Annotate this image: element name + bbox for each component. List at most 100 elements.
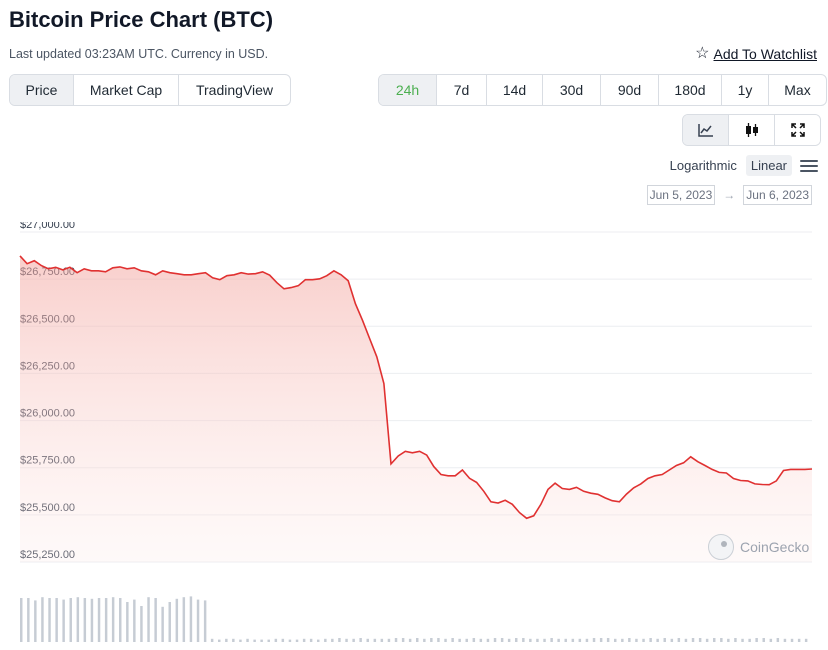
scale-selector: Logarithmic Linear [665,155,818,176]
volume-bar [119,598,122,642]
range-180d[interactable]: 180d [659,75,722,105]
volume-bar [218,639,221,642]
date-from-input[interactable]: Jun 5, 2023 [646,185,716,205]
volume-bar [401,638,405,642]
volume-bar [147,597,150,642]
fullscreen-icon[interactable] [775,115,820,145]
volume-bar [387,638,391,642]
volume-bar [430,638,433,642]
range-90d[interactable]: 90d [601,75,659,105]
volume-bar [69,598,72,642]
date-to-input[interactable]: Jun 6, 2023 [743,185,812,205]
volume-bar [154,598,157,642]
volume-bar [451,638,454,642]
volume-bar [564,638,567,642]
volume-bar [317,639,320,642]
volume-bar [713,638,716,642]
volume-bar [486,638,490,642]
volume-bar [168,602,171,642]
volume-bar [338,638,341,642]
y-tick-label: $27,000.00 [20,222,75,231]
volume-bar [239,639,242,642]
volume-bar [175,598,179,642]
volume-bar [366,638,369,642]
volume-bar [394,638,398,642]
range-7d[interactable]: 7d [437,75,487,105]
volume-bar [48,598,51,642]
price-chart[interactable]: $27,000.00$26,750.00$26,500.00$26,250.00… [0,222,828,650]
coingecko-logo-icon [708,534,734,560]
volume-bar [140,606,143,642]
time-range-tabs: 24h 7d 14d 30d 90d 180d 1y Max [378,74,827,106]
volume-bar [776,638,780,642]
candlestick-icon[interactable] [729,115,775,145]
volume-bar [557,638,560,642]
volume-bar [741,638,744,642]
volume-bar [210,638,214,642]
volume-bar [663,638,666,642]
volume-bar [649,638,652,642]
volume-bar [684,638,688,642]
brand-name: CoinGecko [740,539,810,555]
volume-bar [592,638,596,642]
volume-bar [691,638,695,642]
volume-bar [126,602,129,642]
volume-bar [302,638,306,642]
volume-bar [727,638,730,642]
range-14d[interactable]: 14d [487,75,543,105]
volume-bar [493,638,497,642]
volume-bar [196,599,200,642]
volume-bar [203,600,207,642]
volume-bar [225,638,228,642]
volume-bar [260,639,263,642]
tab-tradingview[interactable]: TradingView [195,82,274,98]
volume-bar [111,597,115,642]
volume-bar [769,638,773,642]
volume-bar [755,638,758,642]
date-range: Jun 5, 2023 → Jun 6, 2023 [646,185,812,205]
volume-bar [55,598,58,642]
volume-bar [444,638,447,642]
volume-bar [161,606,164,642]
volume-bar [274,638,278,642]
volume-bar [578,638,582,642]
menu-icon[interactable] [800,159,818,172]
volume-bar [267,639,270,642]
chart-type-toggle [682,114,821,146]
watchlist-label: Add To Watchlist [713,46,818,62]
volume-bar [416,638,419,642]
volume-bar [27,598,30,642]
volume-bar [458,638,461,642]
add-to-watchlist-link[interactable]: ☆ Add To Watchlist [695,46,818,63]
volume-bar [635,638,638,642]
last-updated-text: Last updated 03:23AM UTC. Currency in US… [9,47,269,61]
volume-bar [232,638,235,642]
volume-bar [380,638,384,642]
range-max[interactable]: Max [784,82,811,98]
volume-bar [324,638,327,642]
volume-bar [656,638,659,642]
tab-market-cap[interactable]: Market Cap [74,75,179,105]
scale-logarithmic[interactable]: Logarithmic [669,158,737,173]
tab-price[interactable]: Price [10,75,74,105]
volume-bar [734,638,737,642]
volume-bar [83,598,87,642]
volume-bar [373,638,377,642]
price-line [19,255,813,520]
volume-bar [522,638,525,642]
volume-bar [104,598,108,642]
range-24h[interactable]: 24h [379,75,437,105]
view-tabs: Price Market Cap TradingView [9,74,291,106]
volume-bar [309,638,313,642]
volume-bar [133,599,136,642]
volume-bar [90,598,94,642]
volume-bar [705,638,709,642]
range-30d[interactable]: 30d [543,75,601,105]
coingecko-watermark: CoinGecko [708,534,809,560]
scale-linear[interactable]: Linear [745,155,792,176]
range-1y[interactable]: 1y [722,75,769,105]
volume-bar [359,638,362,642]
volume-bar [253,639,256,642]
volume-bar [614,638,617,642]
line-chart-icon[interactable] [683,115,729,145]
